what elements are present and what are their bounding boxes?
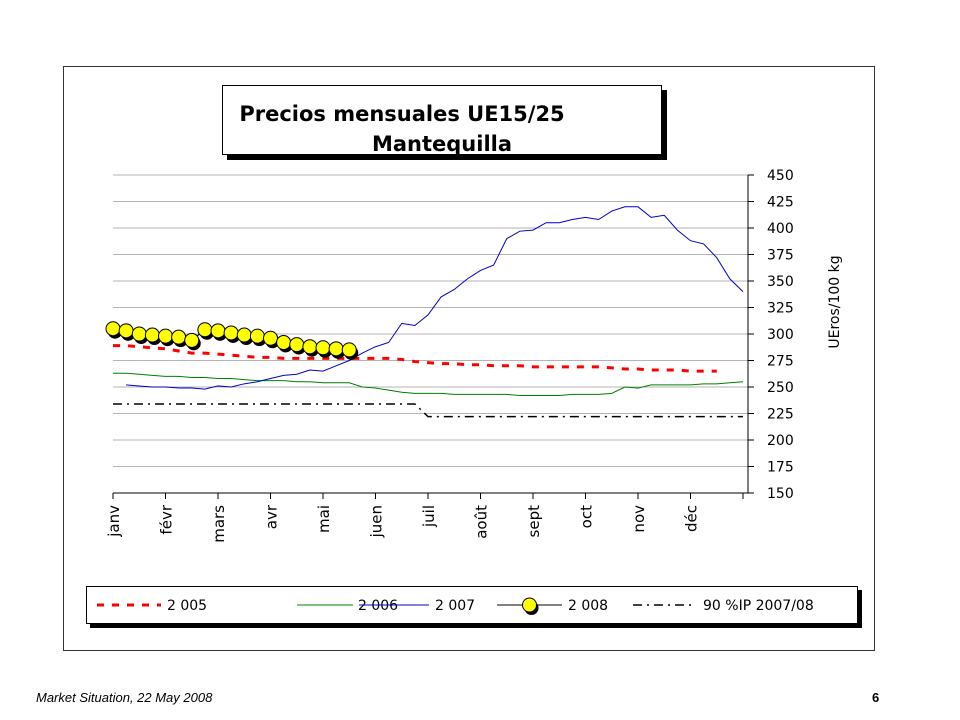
x-tick-label: oct xyxy=(578,505,596,528)
data-point xyxy=(302,339,318,355)
x-tick-label: juen xyxy=(368,505,386,538)
data-point xyxy=(263,330,278,346)
data-point xyxy=(118,323,134,339)
data-point xyxy=(249,328,265,344)
data-point xyxy=(223,325,239,341)
data-point xyxy=(131,326,147,342)
x-tick-label: juil xyxy=(420,505,438,528)
legend-label: 2 008 xyxy=(568,598,608,614)
y-tick-label: 425 xyxy=(767,195,794,211)
y-tick-label: 200 xyxy=(767,433,794,449)
y-axis-label: UEros/100 kg xyxy=(827,255,843,348)
series-line xyxy=(126,206,744,390)
data-point xyxy=(197,322,213,338)
y-tick-label: 300 xyxy=(767,327,794,343)
data-point xyxy=(210,323,226,339)
series-line xyxy=(113,403,743,418)
chart-subtitle: Mantequilla xyxy=(371,132,513,156)
chart-title: Precios mensuales UE15/25 xyxy=(239,102,565,126)
y-tick-label: 400 xyxy=(767,221,794,237)
series-group xyxy=(105,206,744,418)
data-point xyxy=(236,327,252,343)
legend-entry: 90 %IP 2007/08 xyxy=(633,598,814,614)
x-tick-label: nov xyxy=(630,505,648,533)
data-point xyxy=(341,342,357,358)
data-point xyxy=(315,340,331,356)
y-tick-label: 350 xyxy=(767,274,794,290)
y-tick-label: 275 xyxy=(767,354,794,370)
series-line xyxy=(113,372,744,396)
series-line xyxy=(113,344,717,373)
legend-label: 90 %IP 2007/08 xyxy=(703,598,814,614)
legend-entry: 2 008 xyxy=(497,597,608,615)
y-tick-label: 450 xyxy=(767,168,794,184)
legend-entry: 2 005 xyxy=(97,598,207,614)
footer-text: Market Situation, 22 May 2008 xyxy=(36,690,213,705)
y-tick-label: 375 xyxy=(767,248,794,264)
data-point xyxy=(171,329,187,345)
legend-entry: 2 007 xyxy=(359,598,475,614)
y-tick-label: 150 xyxy=(767,486,794,502)
chart-title-box: Precios mensuales UE15/25 Mantequilla xyxy=(222,85,662,156)
chart-frame xyxy=(63,66,875,651)
x-tick-label: mai xyxy=(315,505,333,533)
x-tick-label: avr xyxy=(263,504,281,529)
data-point xyxy=(276,334,292,350)
legend-label: 2 005 xyxy=(167,598,207,614)
x-tick-label: déc xyxy=(683,505,701,532)
x-axis: janv févr mars avr mai juen juil août sept oct nov… xyxy=(105,492,748,543)
y-tick-label: 225 xyxy=(767,407,794,423)
x-tick-label: août xyxy=(473,505,491,539)
data-point xyxy=(289,337,305,353)
y-tick-label: 175 xyxy=(767,460,794,476)
x-tick-label: mars xyxy=(210,505,228,543)
legend-entry: 2 006 xyxy=(297,598,398,614)
y-tick-label: 325 xyxy=(767,301,794,317)
data-point xyxy=(184,332,200,348)
data-point xyxy=(144,327,160,343)
grid-lines xyxy=(113,174,748,467)
x-tick-label: févr xyxy=(158,504,176,534)
data-point xyxy=(328,341,344,357)
data-point xyxy=(105,321,121,337)
legend-label: 2 007 xyxy=(435,598,475,614)
data-point xyxy=(158,328,173,344)
page-number: 6 xyxy=(872,690,880,705)
legend-marker xyxy=(522,597,537,613)
legend-label: 2 006 xyxy=(358,598,398,614)
x-tick-label: janv xyxy=(105,505,123,538)
x-tick-label: sept xyxy=(525,505,543,538)
y-axis: 150 175 200 225 250 275 300 325 350 375 400 425 450 xyxy=(747,168,794,502)
legend: 2 005 2 006 2 007 2 008 90 %IP 2007/08 xyxy=(86,586,858,624)
y-tick-label: 250 xyxy=(767,380,794,396)
